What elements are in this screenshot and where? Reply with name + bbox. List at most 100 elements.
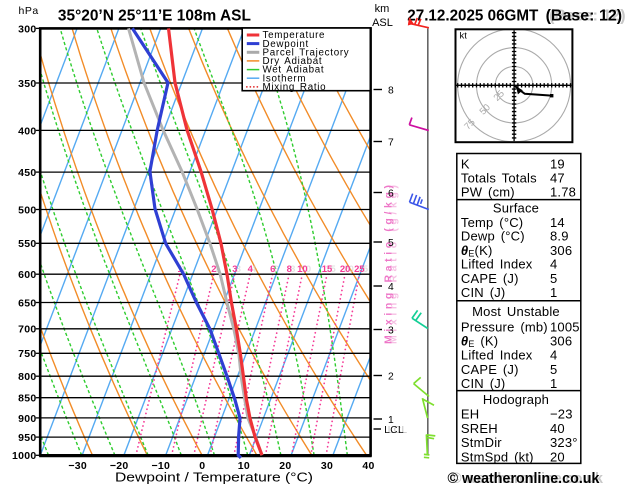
svg-text:(Base: 12): (Base: 12): [546, 8, 623, 25]
svg-text:© weatheronline.co.uk: © weatheronline.co.uk: [451, 471, 604, 486]
svg-text:350: 350: [18, 78, 36, 90]
svg-text:1000: 1000: [12, 450, 37, 462]
svg-text:4: 4: [251, 263, 257, 274]
svg-text:600: 600: [18, 269, 36, 281]
svg-text:40: 40: [550, 421, 565, 436]
svg-text:900: 900: [18, 413, 36, 425]
svg-text:Dewp (°C): Dewp (°C): [461, 229, 525, 244]
svg-text:CAPE (J): CAPE (J): [461, 362, 519, 377]
svg-text:306: 306: [550, 243, 572, 258]
svg-text:Dry Adiabat: Dry Adiabat: [263, 56, 323, 67]
svg-text:950: 950: [18, 432, 36, 444]
svg-text:20: 20: [343, 263, 353, 274]
svg-text:20: 20: [550, 450, 565, 465]
svg-text:1: 1: [550, 376, 557, 391]
svg-text:Hodograph: Hodograph: [483, 392, 549, 407]
svg-text:StmDir: StmDir: [461, 435, 502, 450]
svg-text:40: 40: [362, 460, 374, 472]
svg-text:6: 6: [270, 263, 275, 274]
svg-text:8: 8: [290, 263, 295, 274]
svg-text:10: 10: [238, 460, 250, 472]
svg-text:500: 500: [18, 204, 36, 216]
svg-text:SREH: SREH: [461, 421, 498, 436]
svg-text:4: 4: [550, 257, 557, 272]
svg-text:850: 850: [18, 393, 36, 405]
svg-text:750: 750: [18, 348, 36, 360]
svg-text:3: 3: [388, 325, 394, 336]
svg-text:10: 10: [297, 263, 307, 274]
svg-text:4: 4: [550, 348, 557, 363]
svg-text:LCL: LCL: [384, 425, 404, 436]
svg-text:Mixing Ratio: Mixing Ratio: [263, 82, 327, 93]
svg-text:Temperature: Temperature: [263, 30, 326, 41]
svg-text:Dewpoint / Temperature (°C): Dewpoint / Temperature (°C): [115, 471, 313, 485]
svg-text:(Base: 12): (Base: 12): [549, 8, 626, 25]
svg-text:47: 47: [550, 171, 565, 186]
svg-text:1.78: 1.78: [550, 185, 576, 200]
svg-text:Lifted Index: Lifted Index: [461, 257, 533, 272]
svg-text:4: 4: [388, 282, 394, 293]
svg-text:300: 300: [18, 23, 36, 35]
svg-text:−20: −20: [110, 460, 129, 472]
svg-text:CAPE (J): CAPE (J): [461, 271, 519, 286]
svg-text:Pressure (mb): Pressure (mb): [461, 319, 548, 334]
svg-text:© weatheronline.co.uk: © weatheronline.co.uk: [448, 471, 601, 486]
svg-text:35°20’N 25°11’E 108m ASL: 35°20’N 25°11’E 108m ASL: [58, 8, 251, 25]
svg-text:20: 20: [340, 263, 350, 274]
svg-text:20: 20: [279, 460, 291, 472]
svg-text:25: 25: [354, 263, 364, 274]
svg-text:LCL: LCL: [388, 425, 408, 436]
svg-text:700: 700: [18, 324, 36, 336]
svg-text:550: 550: [18, 238, 36, 250]
svg-text:Parcel Trajectory: Parcel Trajectory: [263, 47, 350, 58]
svg-text:PW (cm): PW (cm): [461, 185, 515, 200]
svg-text:CIN (J): CIN (J): [461, 285, 506, 300]
svg-text:15: 15: [322, 263, 332, 274]
svg-text:650: 650: [18, 297, 36, 309]
svg-text:Totals Totals: Totals Totals: [461, 171, 537, 186]
svg-text:Dewpoint: Dewpoint: [263, 39, 309, 50]
svg-text:15: 15: [325, 263, 335, 274]
svg-text:10: 10: [301, 263, 311, 274]
svg-text:4: 4: [248, 263, 254, 274]
svg-text:Surface: Surface: [493, 200, 539, 215]
svg-text:θE(K): θE(K): [461, 243, 493, 259]
svg-text:hPa: hPa: [19, 5, 39, 17]
svg-text:1005: 1005: [550, 319, 580, 334]
svg-text:306: 306: [550, 333, 572, 348]
svg-text:0: 0: [199, 460, 205, 472]
svg-text:kt: kt: [460, 31, 468, 42]
svg-text:θE (K): θE (K): [461, 333, 498, 349]
svg-text:19: 19: [550, 157, 565, 172]
svg-text:3: 3: [232, 263, 237, 274]
svg-text:8: 8: [287, 263, 292, 274]
svg-text:1: 1: [550, 285, 557, 300]
svg-text:km: km: [375, 3, 390, 15]
svg-text:Temp (°C): Temp (°C): [461, 215, 523, 230]
svg-text:Lifted Index: Lifted Index: [461, 348, 533, 363]
svg-text:K: K: [461, 157, 470, 172]
svg-text:−30: −30: [68, 460, 87, 472]
svg-text:400: 400: [18, 125, 36, 137]
svg-text:EH: EH: [461, 406, 479, 421]
svg-text:1: 1: [181, 263, 186, 274]
svg-text:1: 1: [388, 415, 394, 426]
svg-text:ASL: ASL: [372, 17, 393, 29]
svg-text:Wet Adiabat: Wet Adiabat: [263, 65, 325, 76]
svg-text:8.9: 8.9: [550, 229, 569, 244]
svg-text:3: 3: [236, 263, 241, 274]
svg-text:5: 5: [550, 271, 557, 286]
svg-text:30: 30: [321, 460, 333, 472]
svg-text:8: 8: [388, 85, 394, 96]
svg-text:25: 25: [358, 263, 368, 274]
svg-text:CIN (J): CIN (J): [461, 376, 506, 391]
svg-text:−10: −10: [151, 460, 170, 472]
svg-text:StmSpd (kt): StmSpd (kt): [461, 450, 534, 465]
svg-text:450: 450: [18, 167, 36, 179]
svg-text:5: 5: [550, 362, 557, 377]
svg-text:323°: 323°: [550, 435, 578, 450]
svg-text:6: 6: [274, 263, 279, 274]
svg-text:14: 14: [550, 215, 565, 230]
svg-text:Most Unstable: Most Unstable: [472, 304, 560, 319]
svg-text:7: 7: [388, 137, 394, 148]
